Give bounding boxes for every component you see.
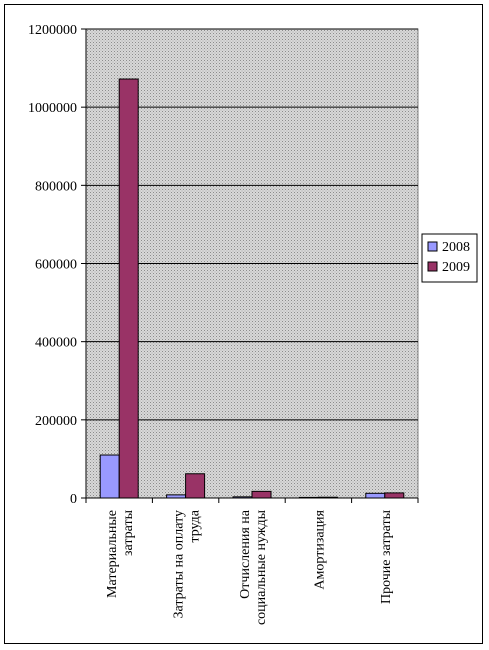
bar-2008-0 — [99, 454, 120, 499]
bar-2009-3 — [317, 496, 338, 499]
legend-swatch-2008 — [427, 241, 438, 252]
category-label-group: Затраты на оплату труда — [172, 509, 203, 618]
bar-2008-1 — [166, 494, 187, 499]
category-label: социальные нужды — [254, 509, 269, 625]
y-tick-label: 600000 — [35, 258, 77, 273]
bar-2009-0 — [118, 78, 139, 499]
category-label: Отчисления на — [238, 509, 253, 599]
category-label-group: Материальные затраты — [105, 509, 136, 598]
y-tick-label: 800000 — [35, 179, 77, 194]
category-label: Материальные — [105, 510, 120, 598]
legend-label-2008: 2008 — [442, 240, 470, 255]
category-label: труда — [188, 509, 203, 542]
legend-swatch-2009 — [427, 261, 438, 272]
category-label: затраты — [121, 509, 136, 556]
y-tick-label: 200000 — [35, 414, 77, 429]
y-tick-label: 1000000 — [28, 101, 77, 116]
legend-label-2009: 2009 — [442, 260, 470, 275]
category-label: Прочие затраты — [379, 509, 394, 604]
bar-2008-2 — [232, 496, 253, 499]
bar-2009-4 — [384, 492, 405, 499]
category-label: Амортизация — [312, 509, 327, 589]
category-label-group: Прочие затраты — [379, 509, 394, 604]
bar-2008-4 — [365, 492, 386, 499]
y-tick-label: 400000 — [35, 336, 77, 351]
category-label-group: Амортизация — [312, 509, 327, 589]
category-label-group: Отчисления на социальные нужды — [238, 509, 269, 625]
y-tick-label: 0 — [70, 492, 77, 507]
bar-2008-3 — [298, 496, 319, 499]
bar-2009-2 — [251, 490, 272, 499]
bar-2009-1 — [185, 473, 206, 499]
category-label: Затраты на оплату — [172, 510, 187, 619]
y-tick-label: 1200000 — [28, 23, 77, 38]
